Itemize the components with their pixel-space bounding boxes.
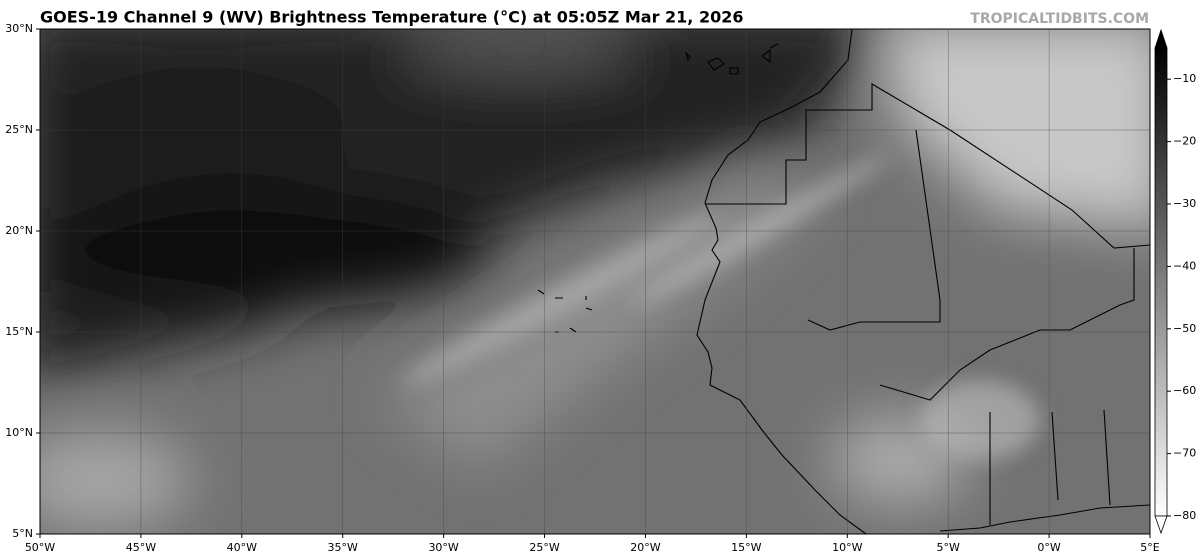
satellite-image xyxy=(40,29,1150,534)
x-tick-label: 25°W xyxy=(529,541,559,554)
title: GOES-19 Channel 9 (WV) Brightness Temper… xyxy=(40,8,743,27)
y-tick-label: 10°N xyxy=(5,426,33,439)
x-tick-label: 15°W xyxy=(731,541,761,554)
colorbar-scale xyxy=(1154,47,1168,517)
colorbar-tick-label: −70 xyxy=(1173,447,1196,460)
colorbar-tick-label: −10 xyxy=(1173,72,1196,85)
colorbar-tick-label: −80 xyxy=(1173,509,1196,522)
x-tick-label: 10°W xyxy=(832,541,862,554)
y-tick-label: 30°N xyxy=(5,22,33,35)
map-frame xyxy=(39,28,1151,535)
x-tick-label: 50°W xyxy=(25,541,55,554)
x-tick-label: 30°W xyxy=(428,541,458,554)
y-tick-label: 20°N xyxy=(5,224,33,237)
colorbar-tick-label: −40 xyxy=(1173,259,1196,272)
x-tick-label: 5°E xyxy=(1140,541,1159,554)
colorbar-tick-label: −50 xyxy=(1173,322,1196,335)
x-tick-label: 40°W xyxy=(227,541,257,554)
y-tick-label: 25°N xyxy=(5,123,33,136)
x-tick-label: 5°W xyxy=(936,541,959,554)
watermark: TROPICALTIDBITS.COM xyxy=(970,11,1149,27)
x-tick-label: 20°W xyxy=(630,541,660,554)
colorbar xyxy=(1154,28,1168,535)
x-tick-label: 45°W xyxy=(126,541,156,554)
colorbar-tick-label: −30 xyxy=(1173,197,1196,210)
colorbar-extend-bottom xyxy=(1154,515,1168,535)
y-tick-label: 5°N xyxy=(12,527,33,540)
y-tick-label: 15°N xyxy=(5,325,33,338)
x-tick-label: 0°W xyxy=(1037,541,1060,554)
coastlines xyxy=(537,28,1151,535)
colorbar-tick-label: −60 xyxy=(1173,384,1196,397)
x-tick-label: 35°W xyxy=(328,541,358,554)
colorbar-extend-top xyxy=(1154,28,1168,49)
colorbar-tick-label: −20 xyxy=(1173,135,1196,148)
